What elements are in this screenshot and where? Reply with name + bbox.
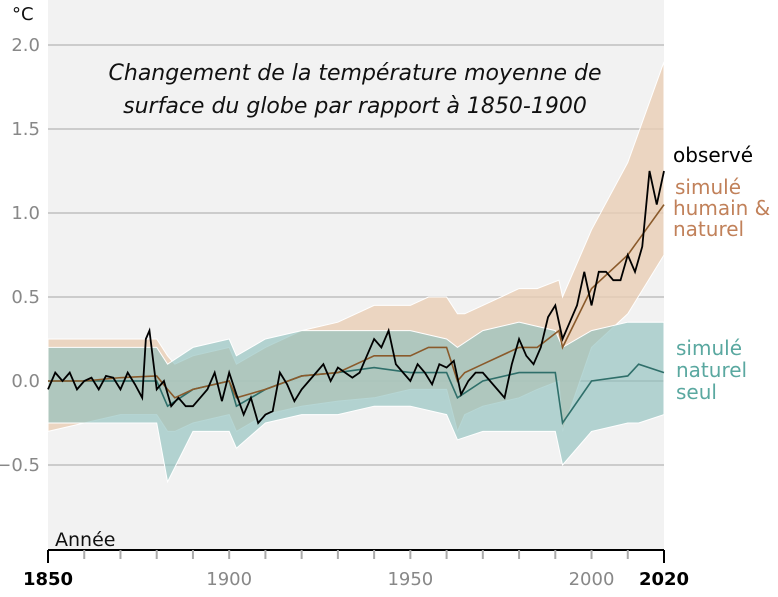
chart-title-line-1: Changement de la température moyenne de: [109, 61, 602, 86]
x-tick-label: 2020: [639, 569, 689, 590]
legend-natural: simulé naturel seul: [676, 336, 747, 404]
y-axis-unit: °C: [12, 4, 34, 25]
legend-natural-line-3: seul: [676, 380, 717, 404]
legend-natural-line-1: simulé: [676, 336, 742, 360]
x-tick-label: 2000: [569, 569, 615, 590]
series-lines: [47, 170, 665, 426]
natural-band: [47, 321, 665, 484]
gridlines: [48, 44, 664, 466]
x-axis: 1850 1900 1950 2000 2020: [23, 549, 689, 590]
legend-human-natural-line-3: naturel: [673, 217, 744, 241]
y-tick-label: 1.0: [11, 203, 40, 224]
legend-observed: observé: [673, 143, 753, 167]
y-tick-label: 1.5: [11, 119, 40, 140]
legend-human-natural: simulé humain & naturel: [673, 175, 770, 241]
chart-title-line-2: surface du globe par rapport à 1850-1900: [123, 94, 587, 119]
x-tick-label: 1850: [23, 569, 73, 590]
x-tick-label: 1950: [387, 569, 433, 590]
y-tick-label: −0.5: [0, 455, 40, 476]
x-axis-label: Année: [55, 529, 115, 551]
x-tick-label: 1900: [206, 569, 252, 590]
legend-natural-line-2: naturel: [676, 358, 747, 382]
uncertainty-bands: [47, 61, 665, 484]
observed-line: [47, 170, 665, 425]
y-tick-label: 0.0: [11, 371, 40, 392]
human-natural-line: [48, 204, 665, 399]
legend-human-natural-line-2: humain &: [673, 196, 770, 220]
legend-human-natural-line-1: simulé: [675, 175, 741, 199]
y-tick-label: 2.0: [11, 35, 40, 56]
y-tick-labels: 2.0 1.5 1.0 0.5 0.0 −0.5: [0, 35, 40, 476]
y-tick-label: 0.5: [11, 287, 40, 308]
natural-line: [48, 363, 665, 426]
